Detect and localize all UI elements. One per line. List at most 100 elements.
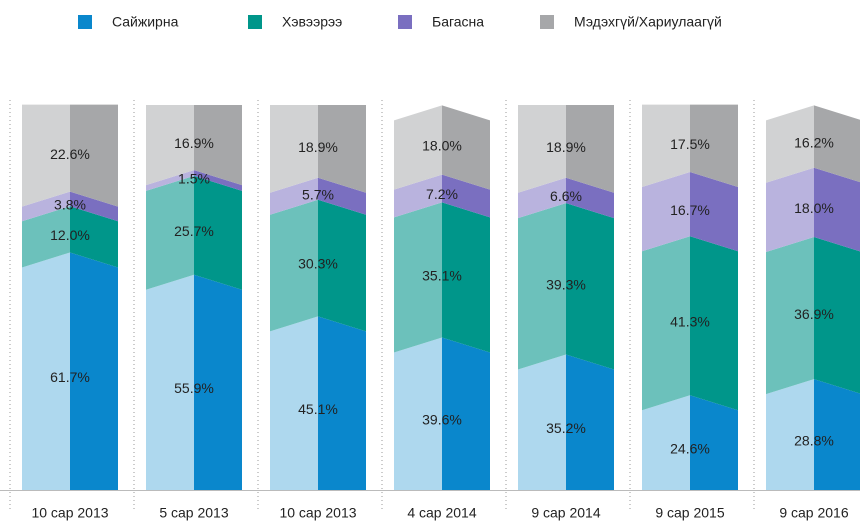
value-label: 39.3% xyxy=(546,277,586,293)
legend-swatch xyxy=(78,15,92,29)
bar-segment xyxy=(442,174,490,218)
bar-segment xyxy=(642,104,690,187)
bar-segment xyxy=(318,105,366,193)
legend-swatch xyxy=(540,15,554,29)
bar-segment xyxy=(690,171,738,252)
value-label: 7.2% xyxy=(426,186,458,202)
value-label: 16.2% xyxy=(794,134,834,150)
bar-segment xyxy=(690,236,738,411)
x-tick-label: 9 сар 2015 xyxy=(655,505,724,521)
bar-segment xyxy=(70,104,118,207)
value-label: 35.1% xyxy=(422,268,462,284)
bar-segment xyxy=(22,252,70,490)
value-label: 18.0% xyxy=(794,200,834,216)
value-label: 18.0% xyxy=(422,138,462,154)
bar-segment xyxy=(146,170,194,191)
value-label: 36.9% xyxy=(794,306,834,322)
value-label: 39.6% xyxy=(422,411,462,427)
bar-segment xyxy=(318,177,366,215)
bar-segment xyxy=(146,105,194,186)
bar-segment xyxy=(566,203,614,370)
legend-label: Багасна xyxy=(432,14,484,30)
value-label: 55.9% xyxy=(174,380,214,396)
bar-segment xyxy=(146,175,194,290)
bar-segment xyxy=(318,199,366,332)
bar-segment xyxy=(642,171,690,252)
legend-label: Хэвээрээ xyxy=(282,14,342,30)
bar-segment xyxy=(270,177,318,215)
value-label: 28.8% xyxy=(794,432,834,448)
legend-swatch xyxy=(248,15,262,29)
bar-segment xyxy=(766,105,814,183)
x-tick-label: 4 сар 2014 xyxy=(407,505,476,521)
bar-segment xyxy=(442,105,490,190)
bar-segment xyxy=(814,237,860,394)
bar-segment xyxy=(70,191,118,222)
bar-segment xyxy=(70,206,118,268)
bar-segment xyxy=(270,199,318,332)
value-label: 12.0% xyxy=(50,227,90,243)
bar-segment xyxy=(518,354,566,490)
value-label: 1.5% xyxy=(178,171,210,187)
bar-segment xyxy=(22,191,70,222)
bar-segment xyxy=(318,316,366,490)
bar-segment xyxy=(194,175,242,290)
bar-segment xyxy=(442,337,490,490)
bar-segment xyxy=(642,395,690,490)
bar-segment xyxy=(194,274,242,490)
bar-segment xyxy=(394,202,442,353)
legend-swatch xyxy=(398,15,412,29)
value-label: 61.7% xyxy=(50,369,90,385)
value-label: 16.7% xyxy=(670,202,710,218)
bar-segment xyxy=(270,105,318,193)
value-label: 17.5% xyxy=(670,136,710,152)
bar-segment xyxy=(814,167,860,252)
bar-segment xyxy=(766,237,814,395)
bar-segment xyxy=(766,379,814,490)
value-label: 5.7% xyxy=(302,186,334,202)
x-tick-label: 10 сар 2013 xyxy=(31,505,108,521)
x-tick-label: 5 сар 2013 xyxy=(159,505,228,521)
bar-segment xyxy=(146,274,194,490)
bar-segment xyxy=(518,105,566,193)
bar-segment xyxy=(814,105,860,183)
bar-segment xyxy=(518,177,566,219)
bar-segment xyxy=(690,104,738,187)
value-label: 41.3% xyxy=(670,313,710,329)
bar-segment xyxy=(766,167,814,253)
bar-segment xyxy=(22,206,70,268)
bar-segment xyxy=(518,203,566,370)
value-label: 25.7% xyxy=(174,223,214,239)
bar-segment xyxy=(270,316,318,490)
value-label: 18.9% xyxy=(298,139,338,155)
value-label: 30.3% xyxy=(298,256,338,272)
value-label: 22.6% xyxy=(50,146,90,162)
value-label: 24.6% xyxy=(670,440,710,456)
bar-segment xyxy=(442,202,490,353)
value-label: 16.9% xyxy=(174,135,214,151)
legend-label: Сайжирна xyxy=(112,14,179,30)
bar-segment xyxy=(194,170,242,191)
value-label: 6.6% xyxy=(550,188,582,204)
bar-segment xyxy=(690,395,738,490)
value-label: 45.1% xyxy=(298,401,338,417)
bar-segment xyxy=(22,104,70,207)
bar-segment xyxy=(814,379,860,490)
value-label: 35.2% xyxy=(546,420,586,436)
bar-segment xyxy=(194,105,242,186)
x-tick-label: 10 сар 2013 xyxy=(279,505,356,521)
x-tick-label: 9 сар 2016 xyxy=(779,505,848,521)
bar-segment xyxy=(394,105,442,190)
bar-segment xyxy=(70,252,118,490)
bar-segment xyxy=(394,337,442,490)
value-label: 18.9% xyxy=(546,139,586,155)
bar-segment xyxy=(566,105,614,193)
bar-segment xyxy=(566,354,614,490)
bar-segment xyxy=(566,177,614,219)
bar-segment xyxy=(642,236,690,411)
legend-label: Мэдэхгүй/Хариулаагүй xyxy=(574,14,722,30)
value-label: 3.8% xyxy=(54,197,86,213)
x-tick-label: 9 сар 2014 xyxy=(531,505,600,521)
bar-segment xyxy=(394,174,442,218)
